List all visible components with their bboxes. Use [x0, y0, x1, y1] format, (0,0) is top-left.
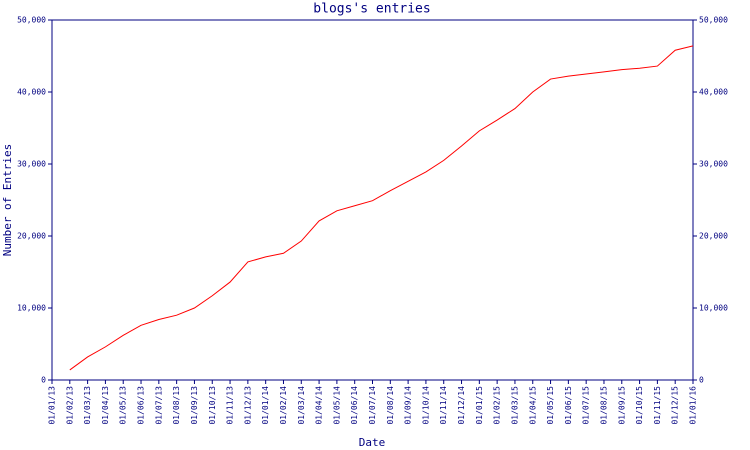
x-tick-label: 01/10/14 — [421, 386, 430, 425]
y-tick-label: 40,000 — [17, 88, 46, 97]
x-tick-label: 01/07/15 — [582, 386, 591, 425]
x-axis-label: Date — [359, 436, 386, 449]
x-tick-label: 01/02/15 — [493, 386, 502, 425]
x-tick-label: 01/02/13 — [65, 386, 74, 425]
x-tick-label: 01/08/13 — [172, 386, 181, 425]
x-tick-label: 01/08/15 — [599, 386, 608, 425]
x-tick-label: 01/09/13 — [190, 386, 199, 425]
y-tick-label: 20,000 — [17, 232, 46, 241]
plot-frame — [51, 19, 694, 381]
x-tick-label: 01/01/13 — [48, 386, 57, 425]
y2-tick-label: 50,000 — [699, 16, 728, 25]
chart-title: blogs's entries — [313, 2, 430, 17]
x-tick-label: 01/03/13 — [83, 386, 92, 425]
y2-tick-label: 40,000 — [699, 88, 728, 97]
x-tick-label: 01/01/15 — [475, 386, 484, 425]
x-tick-label: 01/01/16 — [689, 386, 698, 425]
x-tick-label: 01/11/13 — [226, 386, 235, 425]
x-tick-label: 01/11/15 — [653, 386, 662, 425]
x-tick-label: 01/05/15 — [546, 386, 555, 425]
x-tick-label: 01/07/13 — [154, 386, 163, 425]
x-tick-label: 01/05/13 — [119, 386, 128, 425]
x-tick-label: 01/06/14 — [350, 386, 359, 425]
x-tick-label: 01/09/15 — [617, 386, 626, 425]
x-tick-label: 01/10/15 — [635, 386, 644, 425]
y-tick-label: 10,000 — [17, 304, 46, 313]
y-tick-label: 30,000 — [17, 160, 46, 169]
y-tick-label: 50,000 — [17, 16, 46, 25]
x-tick-label: 01/08/14 — [386, 386, 395, 425]
x-tick-label: 01/04/13 — [101, 386, 110, 425]
line-series — [69, 45, 694, 371]
y2-tick-label: 10,000 — [699, 304, 728, 313]
x-tick-label: 01/07/14 — [368, 386, 377, 425]
x-tick-label: 01/09/14 — [404, 386, 413, 425]
x-tick-label: 01/10/13 — [208, 386, 217, 425]
x-tick-label: 01/03/15 — [510, 386, 519, 425]
x-tick-label: 01/12/13 — [243, 386, 252, 425]
x-tick-label: 01/06/15 — [564, 386, 573, 425]
y2-tick-label: 0 — [699, 376, 704, 385]
x-tick-label: 01/02/14 — [279, 386, 288, 425]
y2-tick-label: 20,000 — [699, 232, 728, 241]
x-tick-label: 01/06/13 — [137, 386, 146, 425]
x-tick-label: 01/05/14 — [332, 386, 341, 425]
y-axis-label: Number of Entries — [1, 144, 14, 257]
x-tick-label: 01/12/15 — [671, 386, 680, 425]
y2-tick-label: 30,000 — [699, 160, 728, 169]
x-tick-label: 01/03/14 — [297, 386, 306, 425]
x-tick-label: 01/04/15 — [528, 386, 537, 425]
x-tick-label: 01/04/14 — [315, 386, 324, 425]
y-tick-label: 0 — [41, 376, 46, 385]
x-tick-label: 01/01/14 — [261, 386, 270, 425]
x-tick-label: 01/12/14 — [457, 386, 466, 425]
x-tick-label: 01/11/14 — [439, 386, 448, 425]
